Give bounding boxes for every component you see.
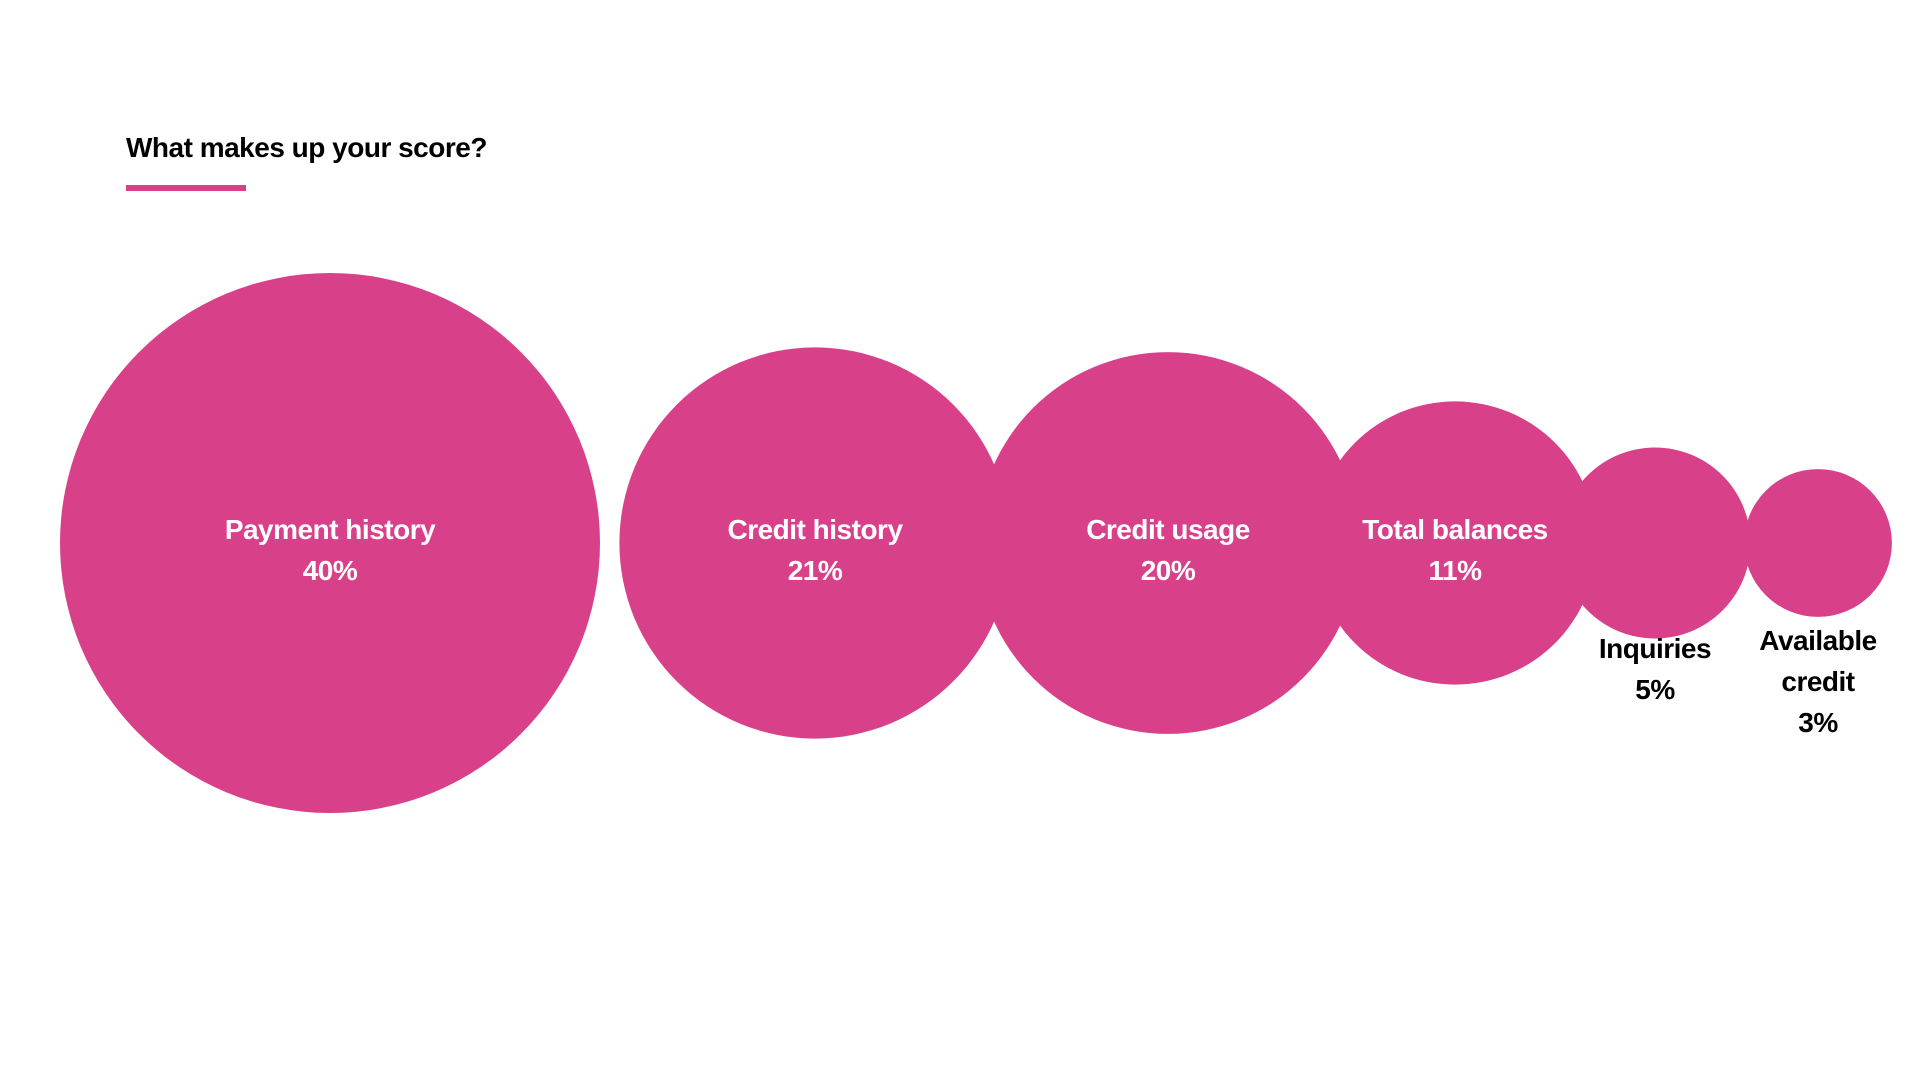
bubble-inquiries	[1559, 447, 1751, 639]
bubble-value-credit-history: 21%	[788, 555, 843, 586]
bubble-value-credit-usage: 20%	[1141, 555, 1196, 586]
bubble-label-total-balances: Total balances	[1362, 514, 1547, 545]
title-underline	[126, 185, 246, 191]
bubble-credit-usage	[977, 352, 1359, 734]
bubble-label-inquiries: Inquiries	[1599, 633, 1711, 664]
chart-title: What makes up your score?	[126, 132, 487, 163]
bubble-total-balances	[1313, 401, 1597, 685]
bubble-payment-history	[60, 273, 600, 813]
bubble-label-credit-history: Credit history	[727, 514, 903, 545]
bubble-label-available-credit-line-2: credit	[1781, 666, 1854, 697]
bubble-value-payment-history: 40%	[303, 555, 358, 586]
bubble-label-payment-history: Payment history	[225, 514, 436, 545]
bubble-value-inquiries: 5%	[1635, 674, 1675, 705]
bubble-value-total-balances: 11%	[1429, 555, 1483, 586]
bubble-value-available-credit: 3%	[1798, 707, 1838, 738]
bubble-available-credit	[1744, 469, 1892, 617]
bubble-credit-history	[619, 347, 1011, 739]
bubble-label-credit-usage: Credit usage	[1086, 514, 1250, 545]
bubble-label-available-credit-line-1: Available	[1759, 625, 1876, 656]
